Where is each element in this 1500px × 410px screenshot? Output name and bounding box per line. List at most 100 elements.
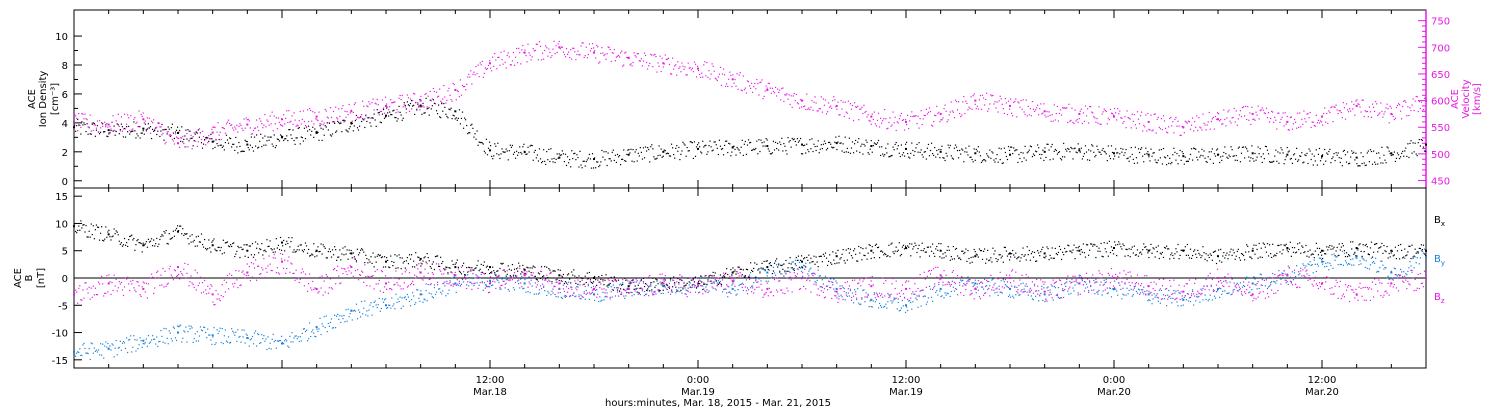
- by-dot: [854, 289, 856, 291]
- by-dot: [1026, 285, 1028, 288]
- velocity-dot: [78, 112, 80, 115]
- by-dot: [550, 294, 552, 296]
- bx-point: [1425, 249, 1427, 252]
- velocity-dot: [670, 73, 673, 75]
- velocity-dot: [1215, 118, 1218, 120]
- velocity-dot: [288, 110, 290, 112]
- bx-dot: [846, 259, 848, 261]
- by-point: [1113, 287, 1115, 290]
- by-dot: [1188, 297, 1191, 299]
- bx-dot: [701, 281, 703, 283]
- density-dot: [213, 140, 215, 142]
- by-dot: [1275, 282, 1277, 284]
- bx-point: [627, 285, 630, 288]
- by-dot: [210, 339, 212, 341]
- bx-dot: [457, 266, 459, 268]
- velocity-dot: [696, 65, 699, 67]
- velocity-dot: [1094, 117, 1096, 119]
- velocity-dot: [528, 52, 530, 54]
- by-dot: [1159, 302, 1161, 304]
- density-dot: [137, 135, 139, 137]
- velocity-dot: [779, 89, 781, 91]
- density-dot: [1257, 146, 1259, 148]
- density-dot: [353, 125, 355, 127]
- velocity-dot: [948, 114, 950, 116]
- density-dot: [393, 109, 395, 111]
- by-dot: [306, 340, 309, 342]
- velocity-dot: [710, 73, 712, 75]
- by-dot: [844, 299, 846, 301]
- by-dot: [1244, 285, 1246, 288]
- bx-dot: [446, 266, 448, 269]
- velocity-dot: [1256, 114, 1258, 116]
- density-dot: [566, 156, 569, 158]
- bx-dot: [826, 264, 829, 267]
- density-dot: [283, 139, 285, 142]
- density-dot: [1158, 149, 1160, 151]
- velocity-dot: [617, 54, 620, 56]
- bx-dot: [521, 271, 523, 273]
- bx-dot: [925, 251, 927, 253]
- density-dot: [141, 132, 143, 134]
- velocity-dot: [504, 61, 506, 63]
- velocity-dot: [103, 131, 105, 134]
- by-dot: [1196, 293, 1198, 296]
- velocity-dot: [100, 127, 102, 129]
- bx-dot: [812, 260, 814, 263]
- velocity-dot: [1131, 113, 1133, 115]
- velocity-dot: [473, 71, 475, 73]
- velocity-dot: [782, 87, 784, 89]
- by-dot: [979, 281, 982, 284]
- by-dot: [1047, 286, 1049, 288]
- density-dot: [939, 157, 941, 159]
- by-dot: [1389, 278, 1391, 280]
- by-dot: [1348, 262, 1350, 265]
- velocity-dot: [266, 119, 268, 121]
- velocity-dot: [793, 92, 795, 95]
- velocity-dot: [480, 64, 482, 66]
- density-dot: [74, 124, 76, 126]
- velocity-dot: [787, 98, 789, 100]
- density-dot: [925, 158, 927, 160]
- bx-dot: [850, 255, 853, 257]
- velocity-dot: [192, 135, 194, 138]
- velocity-dot: [157, 122, 159, 124]
- bx-dot: [821, 261, 823, 263]
- density-dot: [435, 110, 438, 112]
- density-dot: [1211, 148, 1213, 150]
- bx-dot: [948, 249, 950, 251]
- velocity-dot: [1419, 107, 1421, 110]
- by-dot: [522, 288, 524, 290]
- density-dot: [445, 113, 447, 115]
- density-dot: [1380, 162, 1382, 164]
- by-dot: [531, 285, 533, 287]
- by-dot: [425, 289, 427, 292]
- velocity-dot: [649, 62, 651, 65]
- density-dot: [1123, 154, 1125, 156]
- velocity-point: [211, 131, 214, 134]
- bx-dot: [245, 244, 247, 246]
- by-dot: [1232, 289, 1234, 291]
- density-dot: [425, 97, 427, 99]
- velocity-dot: [1017, 101, 1019, 103]
- density-dot: [172, 132, 174, 134]
- velocity-dot: [350, 109, 352, 111]
- density-dot: [682, 141, 684, 143]
- velocity-dot: [666, 58, 668, 60]
- density-dot: [443, 102, 445, 105]
- velocity-dot: [182, 135, 184, 137]
- velocity-dot: [576, 53, 578, 56]
- by-dot: [1108, 287, 1110, 289]
- by-dot: [1381, 260, 1383, 262]
- by-dot: [730, 292, 732, 294]
- density-dot: [1161, 163, 1164, 165]
- velocity-dot: [840, 99, 842, 102]
- by-dot: [249, 339, 251, 341]
- by-dot: [900, 307, 902, 309]
- density-dot: [1079, 151, 1081, 153]
- density-dot: [274, 147, 276, 149]
- velocity-dot: [1339, 110, 1341, 112]
- by-dot: [526, 277, 528, 280]
- bx-dot: [945, 255, 947, 257]
- bx-dot: [578, 275, 580, 277]
